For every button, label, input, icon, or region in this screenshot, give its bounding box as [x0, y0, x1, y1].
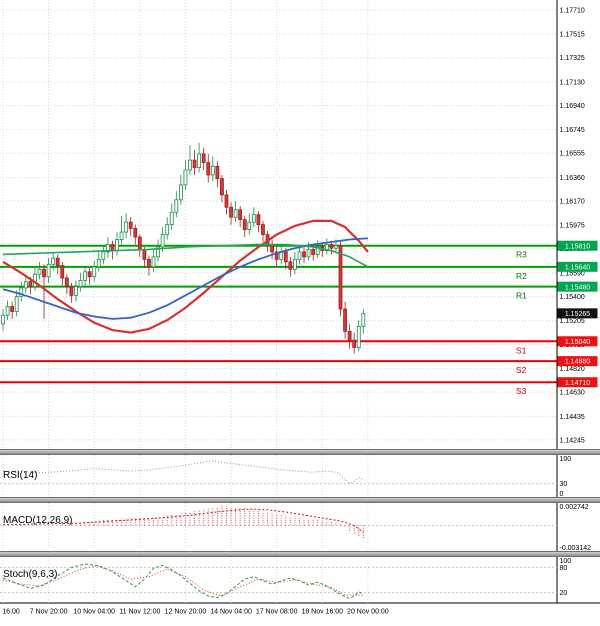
svg-text:18 Nov 16:00: 18 Nov 16:00 — [301, 609, 343, 616]
svg-text:1.14245: 1.14245 — [560, 437, 585, 444]
svg-text:20 Nov 00:00: 20 Nov 00:00 — [347, 609, 389, 616]
svg-text:1.15265: 1.15265 — [565, 311, 590, 318]
svg-text:100: 100 — [560, 558, 572, 565]
svg-text:1.16745: 1.16745 — [560, 127, 585, 134]
svg-text:R2: R2 — [516, 271, 527, 281]
svg-text:1.15480: 1.15480 — [565, 284, 590, 291]
svg-text:1.17130: 1.17130 — [560, 79, 585, 86]
svg-text:1.17515: 1.17515 — [560, 32, 585, 39]
svg-text:1.17325: 1.17325 — [560, 55, 585, 62]
svg-text:-0.003142: -0.003142 — [560, 545, 592, 552]
svg-text:11 Nov 12:00: 11 Nov 12:00 — [119, 609, 160, 616]
stoch-panel-title: Stoch(9,6,3) — [3, 569, 58, 580]
svg-text:1.16940: 1.16940 — [560, 103, 585, 110]
indicator-panel-0: 100 30 0 — [0, 455, 571, 498]
moving-averages-layer — [2, 219, 369, 334]
svg-text:1.14880: 1.14880 — [565, 359, 590, 366]
svg-text:1.14820: 1.14820 — [560, 366, 585, 373]
svg-text:1.15400: 1.15400 — [560, 294, 585, 301]
svg-text:1.17710: 1.17710 — [560, 7, 585, 14]
svg-text:1.15205: 1.15205 — [560, 318, 585, 325]
panel-separator — [0, 497, 600, 503]
svg-text:S2: S2 — [516, 365, 527, 375]
price-axis: 1.17710 1.17515 1.17325 1.17130 1.16940 1.167… — [0, 0, 600, 604]
svg-text:0: 0 — [560, 491, 564, 498]
panel-separator — [0, 551, 600, 557]
svg-text:16:00: 16:00 — [2, 609, 20, 616]
svg-text:R3: R3 — [516, 250, 527, 260]
candles-layer — [1, 142, 366, 354]
price-tags: 1.15810 1.15640 1.15480 1.15040 1.14880 1.147… — [557, 240, 598, 388]
macd-panel-title: MACD(12,26,9) — [3, 515, 73, 526]
support-resistance-layer: R3 R2 R1 S1 S2 S3 — [0, 244, 557, 396]
svg-text:S1: S1 — [516, 345, 527, 355]
svg-text:7 Nov 20:00: 7 Nov 20:00 — [30, 609, 68, 616]
svg-text:1.14435: 1.14435 — [560, 414, 585, 421]
svg-text:12 Nov 20:00: 12 Nov 20:00 — [165, 609, 207, 616]
svg-text:1.15590: 1.15590 — [560, 270, 585, 277]
svg-text:1.16170: 1.16170 — [560, 198, 585, 205]
svg-text:1.16555: 1.16555 — [560, 151, 585, 158]
panel-separator — [0, 449, 600, 455]
svg-text:1.15975: 1.15975 — [560, 223, 585, 230]
svg-text:0.002742: 0.002742 — [560, 504, 589, 511]
svg-text:1.15640: 1.15640 — [565, 264, 590, 271]
svg-text:1.14630: 1.14630 — [560, 390, 585, 397]
rsi-panel-title: RSI(14) — [3, 470, 38, 481]
indicator-panel-1: 0.002742 -0.003142 — [0, 503, 591, 552]
svg-text:100: 100 — [560, 456, 572, 463]
svg-text:S3: S3 — [516, 386, 527, 396]
svg-text:10 Nov 04:00: 10 Nov 04:00 — [73, 609, 115, 616]
svg-text:1.14710: 1.14710 — [565, 380, 590, 387]
svg-text:R1: R1 — [516, 291, 527, 301]
svg-text:1.15040: 1.15040 — [565, 339, 590, 346]
svg-text:17 Nov 08:00: 17 Nov 08:00 — [256, 609, 298, 616]
svg-text:30: 30 — [560, 481, 568, 488]
svg-text:20: 20 — [560, 590, 568, 597]
time-axis: 16:00 7 Nov 20:00 10 Nov 04:00 11 Nov 12:00… — [2, 609, 389, 616]
svg-text:80: 80 — [560, 565, 568, 572]
svg-text:1.16360: 1.16360 — [560, 175, 585, 182]
svg-text:14 Nov 04:00: 14 Nov 04:00 — [210, 609, 252, 616]
svg-text:1.15810: 1.15810 — [565, 243, 590, 250]
